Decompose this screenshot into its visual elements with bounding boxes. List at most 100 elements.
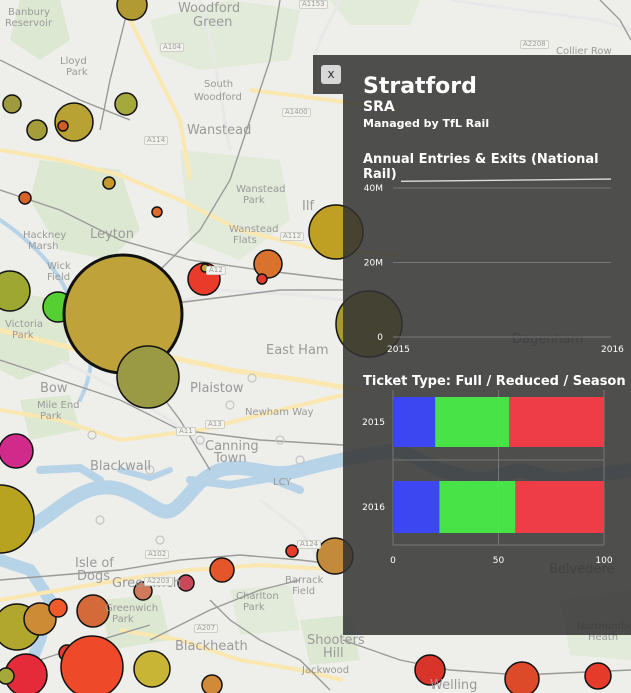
series-line <box>400 178 612 182</box>
station-top-d[interactable] <box>26 119 48 141</box>
road-shield-a1400: A1400 <box>282 108 311 117</box>
label-field: Field <box>47 272 71 283</box>
station-greenwich-b[interactable] <box>23 602 57 636</box>
station-welling-b[interactable] <box>504 661 540 693</box>
close-button[interactable]: x <box>321 65 341 84</box>
entries-chart-heading: Annual Entries & Exits (National Rail) <box>363 152 599 182</box>
station-top-a[interactable] <box>116 0 148 21</box>
station-small-red[interactable] <box>256 273 268 285</box>
label-reservoir: Reservoir <box>5 18 53 29</box>
label-shooters: Shooters <box>307 633 365 648</box>
station-lewisham-a[interactable] <box>133 650 171 688</box>
station-top-h[interactable] <box>102 176 116 190</box>
label-hackney: Hackney <box>23 230 67 241</box>
road-shield-a2208: A2208 <box>520 40 549 49</box>
label-isle-of: Isle of <box>75 556 114 571</box>
station-blackheath[interactable] <box>201 674 223 693</box>
label-lcy: LCY <box>273 477 292 488</box>
station-magenta[interactable] <box>0 433 34 469</box>
label-greenwich-park: Greenwich <box>105 603 159 614</box>
label-welling: Welling <box>430 678 478 693</box>
station-woolwich-small[interactable] <box>285 544 299 558</box>
label-bow: Bow <box>40 381 68 396</box>
label-south: South <box>204 79 234 90</box>
road-shield-a11: A11 <box>176 427 196 436</box>
station-bottom-left-b[interactable] <box>0 667 15 685</box>
station-top-f[interactable] <box>57 120 69 132</box>
label-blackwall: Blackwall <box>90 459 151 474</box>
station-welling-a[interactable] <box>414 654 446 686</box>
station-leytonstone[interactable] <box>253 249 283 279</box>
map-parks <box>0 0 631 665</box>
y-tick-label: 20M <box>364 259 383 269</box>
label-wanstead-park: Wanstead <box>236 184 286 195</box>
station-canary-wharf[interactable] <box>0 484 35 554</box>
station-top-b[interactable] <box>2 94 22 114</box>
label-wanstead-park2: Park <box>243 195 265 206</box>
label-marsh: Marsh <box>28 241 59 252</box>
road-shield-a102: A102 <box>145 550 170 559</box>
close-tab[interactable]: x <box>313 55 343 94</box>
station-top-g[interactable] <box>18 191 32 205</box>
label-newham-way: Newham Way <box>245 407 314 418</box>
road-shield-a2203: A2203 <box>144 577 173 586</box>
ticket-type-chart: 0 50 100 2015 2016 <box>362 390 613 566</box>
label-ilf: Ilf <box>302 199 315 214</box>
label-barrack: Barrack <box>285 575 324 586</box>
station-charlton-c[interactable] <box>209 557 235 583</box>
station-greenwich-c[interactable] <box>76 594 110 628</box>
label-collier-row: Collier Row <box>556 46 612 57</box>
label-wick: Wick <box>47 261 71 272</box>
station-blackheath-red[interactable] <box>60 635 124 693</box>
label-lloyd: Lloyd <box>60 56 87 67</box>
station-charlton-b[interactable] <box>133 581 153 601</box>
label-canning: Canning <box>205 439 259 454</box>
label-mile-end: Mile End <box>37 400 80 411</box>
station-welling-c[interactable] <box>584 662 612 690</box>
x-tick-label: 100 <box>595 556 612 566</box>
label-dogs: Dogs <box>77 569 110 584</box>
label-charlton: Charlton <box>236 591 279 602</box>
label-flats: Flats <box>233 235 257 246</box>
x-tick-label: 2016 <box>601 345 624 355</box>
ticket-chart-heading: Ticket Type: Full / Reduced / Season <box>363 374 626 389</box>
station-greenwich-red[interactable] <box>48 598 68 618</box>
label-greenwich-park2: Park <box>112 614 134 625</box>
road-shield-a1153: A1153 <box>299 0 328 9</box>
y-tick-label: 40M <box>364 184 383 194</box>
label-hill: Hill <box>323 646 344 661</box>
x-tick-label: 0 <box>390 556 396 566</box>
y-tick-label: 0 <box>377 333 383 343</box>
label-leyton: Leyton <box>90 227 134 242</box>
station-west-ham[interactable] <box>116 345 180 409</box>
label-canning-town: Town <box>214 451 247 466</box>
road-shield-a124: A124 <box>297 540 322 549</box>
road-shield-a114: A114 <box>144 136 169 145</box>
label-woodford-green: Green <box>193 15 233 30</box>
bar-segment-season <box>515 481 604 533</box>
station-top-i[interactable] <box>151 206 163 218</box>
station-hackney-a[interactable] <box>0 270 31 312</box>
label-charlton-park: Park <box>243 602 265 613</box>
label-east-ham: East Ham <box>266 343 329 358</box>
station-top-e[interactable] <box>114 92 138 116</box>
x-tick-label: 50 <box>493 556 505 566</box>
road-shield-a12: A12 <box>206 266 226 275</box>
road-shield-a104: A104 <box>160 43 185 52</box>
label-plaistow: Plaistow <box>190 381 244 396</box>
label-mile-end-park: Park <box>40 411 62 422</box>
station-charlton-a[interactable] <box>177 574 195 592</box>
y-tick-label: 2015 <box>362 418 385 428</box>
entries-exits-chart: 0 20M 40M 2015 2016 <box>364 178 624 355</box>
label-south-woodford: Woodford <box>194 92 242 103</box>
label-heath: Heath <box>588 632 619 643</box>
station-title: Stratford <box>363 74 477 99</box>
bar-segment-reduced <box>439 481 516 533</box>
bar-segment-reduced <box>435 397 510 447</box>
bar-segment-full <box>393 481 440 533</box>
label-lloyd-park: Park <box>66 67 88 78</box>
label-victoria: Victoria <box>5 319 43 330</box>
road-shield-a207: A207 <box>194 624 219 633</box>
